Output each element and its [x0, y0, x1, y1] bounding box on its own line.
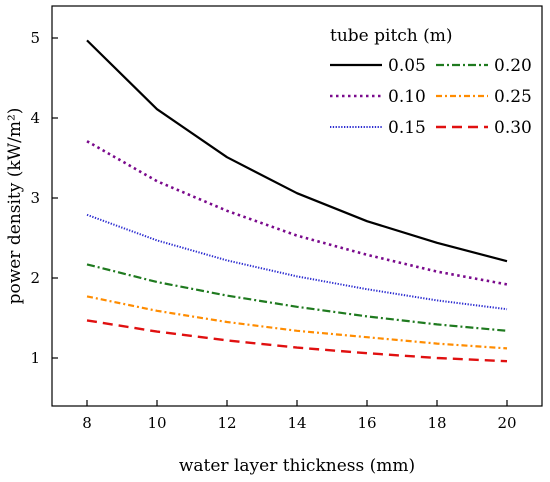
series-line-0.05: [86, 39, 508, 263]
legend-title: tube pitch (m): [330, 26, 453, 46]
legend-label-0.10: 0.10: [388, 87, 426, 107]
x-tick-label: 18: [427, 414, 446, 432]
x-axis: 8 10 12 14 16 18 20: [82, 400, 517, 432]
x-tick-label: 20: [497, 414, 516, 432]
y-axis-title: power density (kW/m²): [5, 108, 25, 305]
series-line-0.20: [86, 263, 508, 332]
series-lines: [86, 39, 508, 363]
legend-label-0.25: 0.25: [494, 87, 532, 107]
x-tick-label: 16: [357, 414, 376, 432]
legend-label-0.15: 0.15: [388, 118, 426, 138]
series-line-0.10: [86, 140, 508, 286]
series-line-0.25: [86, 295, 508, 350]
x-axis-title: water layer thickness (mm): [179, 456, 415, 476]
x-tick-label: 14: [287, 414, 306, 432]
y-tick-label: 1: [30, 349, 40, 367]
legend-label-0.20: 0.20: [494, 56, 532, 76]
x-tick-label: 12: [217, 414, 236, 432]
y-tick-label: 3: [30, 189, 40, 207]
series-line-0.30: [86, 319, 508, 363]
legend-label-0.05: 0.05: [388, 56, 426, 76]
legend: tube pitch (m) 0.05 0.10 0.15 0.20 0.25 0.30: [330, 26, 532, 138]
legend-label-0.30: 0.30: [494, 118, 532, 138]
y-tick-label: 5: [30, 29, 40, 47]
legend-items: 0.05 0.10 0.15 0.20 0.25 0.30: [330, 56, 532, 138]
y-axis: 1 2 3 4 5: [30, 29, 58, 367]
series-line-0.15: [86, 213, 508, 311]
y-tick-label: 4: [30, 109, 40, 127]
y-tick-label: 2: [30, 269, 40, 287]
x-tick-label: 10: [147, 414, 166, 432]
x-tick-label: 8: [82, 414, 92, 432]
